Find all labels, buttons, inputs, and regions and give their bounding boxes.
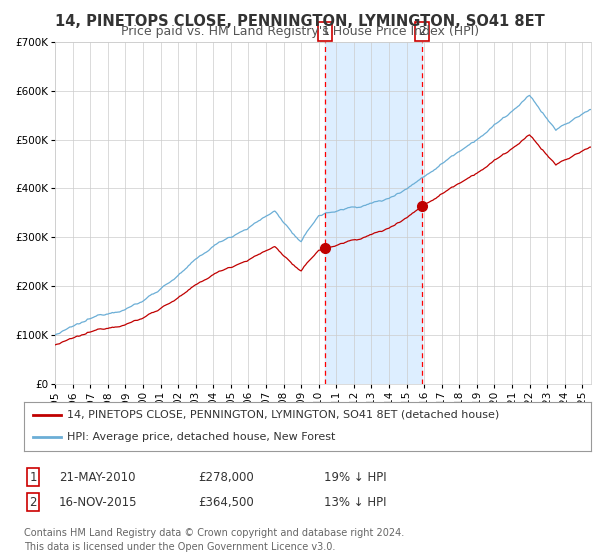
Text: £364,500: £364,500 — [198, 496, 254, 509]
Text: Contains HM Land Registry data © Crown copyright and database right 2024.
This d: Contains HM Land Registry data © Crown c… — [24, 528, 404, 552]
Text: 2: 2 — [418, 25, 426, 38]
Text: 14, PINETOPS CLOSE, PENNINGTON, LYMINGTON, SO41 8ET: 14, PINETOPS CLOSE, PENNINGTON, LYMINGTO… — [55, 14, 545, 29]
Text: 2: 2 — [29, 496, 37, 509]
Text: HPI: Average price, detached house, New Forest: HPI: Average price, detached house, New … — [67, 432, 335, 442]
Text: 21-MAY-2010: 21-MAY-2010 — [59, 470, 136, 484]
Text: 1: 1 — [29, 470, 37, 484]
Text: £278,000: £278,000 — [198, 470, 254, 484]
Text: Price paid vs. HM Land Registry's House Price Index (HPI): Price paid vs. HM Land Registry's House … — [121, 25, 479, 38]
Text: 19% ↓ HPI: 19% ↓ HPI — [324, 470, 386, 484]
Text: 16-NOV-2015: 16-NOV-2015 — [59, 496, 137, 509]
Bar — [325, 42, 422, 384]
Text: 1: 1 — [322, 25, 329, 38]
Text: 13% ↓ HPI: 13% ↓ HPI — [324, 496, 386, 509]
Text: 14, PINETOPS CLOSE, PENNINGTON, LYMINGTON, SO41 8ET (detached house): 14, PINETOPS CLOSE, PENNINGTON, LYMINGTO… — [67, 410, 499, 420]
